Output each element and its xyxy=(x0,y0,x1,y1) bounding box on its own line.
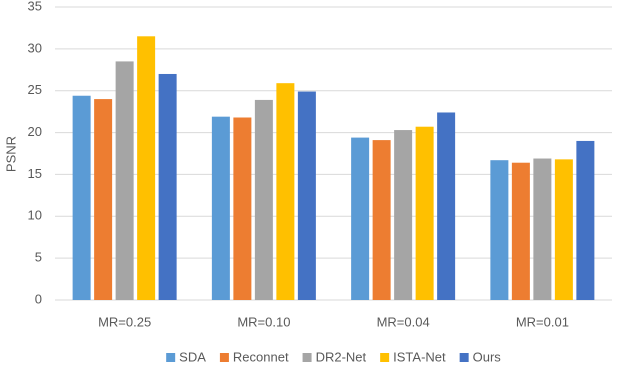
bar xyxy=(351,137,370,300)
legend-swatch xyxy=(166,353,176,362)
bar xyxy=(394,130,413,300)
bar xyxy=(276,83,295,301)
legend-swatch xyxy=(219,353,229,362)
legend-label: ISTA-Net xyxy=(393,349,446,364)
bar xyxy=(297,91,316,301)
bar xyxy=(372,140,391,300)
y-tick-label: 15 xyxy=(28,166,42,181)
legend-label: SDA xyxy=(179,349,206,364)
bar xyxy=(511,162,530,300)
bar xyxy=(533,158,552,300)
legend-label: Ours xyxy=(473,349,502,364)
bar xyxy=(415,126,434,300)
y-axis-label: PSNR xyxy=(3,136,18,172)
bar xyxy=(211,116,230,300)
x-tick-label: MR=0.25 xyxy=(98,314,151,329)
x-tick-label: MR=0.10 xyxy=(237,314,290,329)
legend-swatch xyxy=(459,353,469,362)
bar xyxy=(137,36,156,301)
legend-swatch xyxy=(380,353,390,362)
bar xyxy=(554,159,573,300)
bar xyxy=(490,160,509,300)
y-tick-label: 0 xyxy=(35,291,42,306)
y-tick-label: 30 xyxy=(28,40,42,55)
bar xyxy=(94,99,113,300)
y-tick-label: 20 xyxy=(28,124,42,139)
legend-swatch xyxy=(302,353,312,362)
y-tick-label: 5 xyxy=(35,250,42,265)
bar xyxy=(576,140,595,300)
bar xyxy=(437,112,456,300)
legend-label: DR2-Net xyxy=(316,349,367,364)
bar xyxy=(158,73,177,300)
y-tick-label: 35 xyxy=(28,0,42,13)
bar xyxy=(254,99,273,301)
x-tick-label: MR=0.04 xyxy=(377,314,430,329)
bar xyxy=(72,95,91,300)
x-tick-label: MR=0.01 xyxy=(516,314,569,329)
bar xyxy=(233,117,252,300)
y-tick-label: 25 xyxy=(28,82,42,97)
y-tick-label: 10 xyxy=(28,208,42,223)
legend-label: Reconnet xyxy=(233,349,289,364)
bar xyxy=(115,61,134,300)
